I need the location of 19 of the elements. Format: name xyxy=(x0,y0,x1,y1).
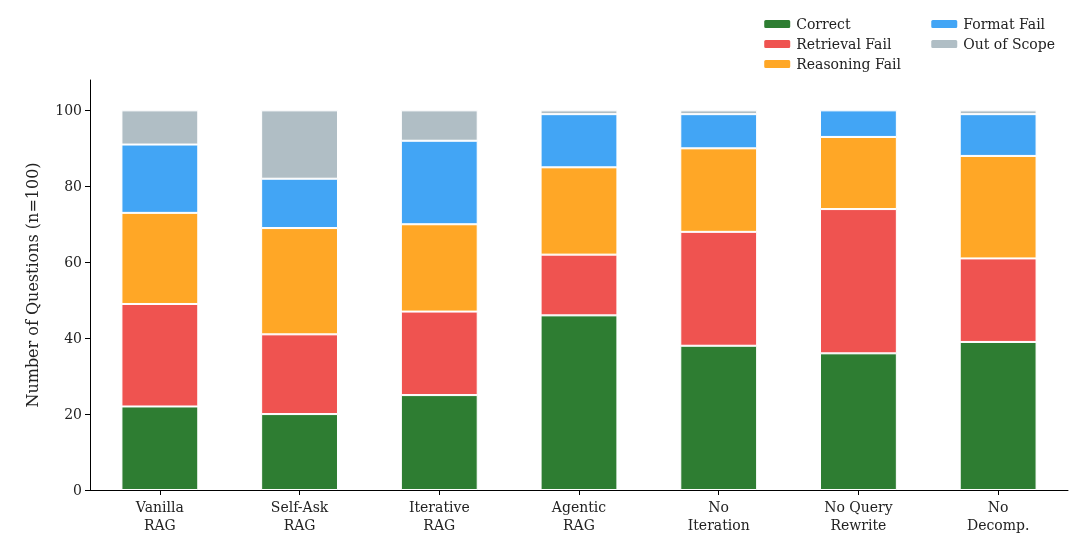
x-tick-label: Vanilla RAG xyxy=(134,499,184,533)
y-tick-label: 80 xyxy=(64,178,82,195)
x-tick-label: Self-Ask RAG xyxy=(270,499,329,533)
x-tick-label: Agentic RAG xyxy=(550,499,607,533)
legend-label: Reasoning Fail xyxy=(796,56,902,72)
y-tick-label: 100 xyxy=(55,102,82,119)
y-tick-label: 0 xyxy=(73,482,82,498)
x-tick-label: No Decomp. xyxy=(966,499,1030,533)
legend-label: Retrieval Fail xyxy=(796,36,892,52)
legend-label: Out of Scope xyxy=(963,36,1056,52)
legend-label: Correct xyxy=(796,16,851,32)
y-axis-title: Number of Questions (n=100) xyxy=(22,162,42,408)
y-tick-label: 20 xyxy=(64,406,82,423)
x-tick-label: No Iteration xyxy=(687,499,750,533)
x-tick-label: No Query Rewrite xyxy=(824,499,893,533)
x-tick-label: Iterative RAG xyxy=(408,499,470,533)
y-tick-label: 40 xyxy=(64,330,82,347)
legend-label: Format Fail xyxy=(963,16,1046,32)
y-tick-label: 60 xyxy=(64,254,82,271)
